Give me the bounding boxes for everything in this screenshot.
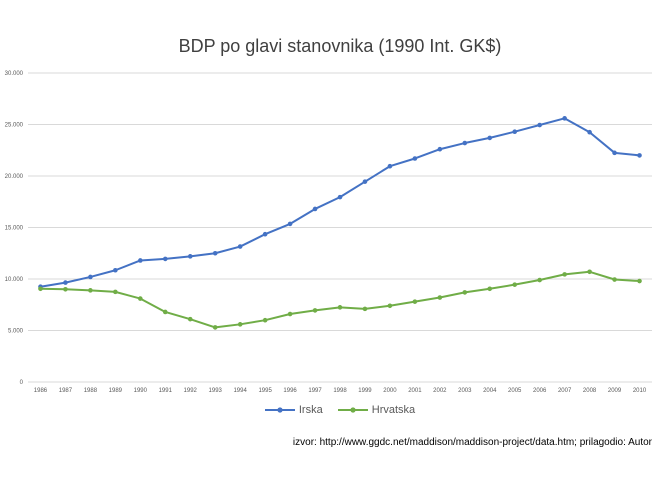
legend-item-hrvatska: Hrvatska — [337, 404, 416, 417]
y-axis-tick-labels: 0 5.000 10.000 15.000 20.000 25.000 30.000 — [5, 71, 24, 386]
data-point-irska — [412, 156, 418, 161]
data-point-irska — [437, 146, 443, 152]
x-tick-label: 1997 — [308, 388, 322, 394]
data-point-irska — [337, 194, 343, 200]
x-tick-label: 2006 — [533, 388, 547, 394]
data-point-hrvatska — [237, 322, 243, 327]
data-point-hrvatska — [412, 299, 418, 304]
x-axis-tick-labels: 1986 1987 1988 1989 1990 1991 1992 1993 1994 1995… — [34, 388, 647, 394]
x-tick-label: 1993 — [209, 388, 223, 394]
x-tick-label: 2004 — [483, 388, 497, 394]
data-point-hrvatska — [487, 286, 493, 292]
data-point-hrvatska — [63, 287, 68, 292]
x-tick-label: 2010 — [633, 388, 647, 394]
legend: Irska Hrvatska — [0, 404, 660, 416]
data-point-hrvatska — [362, 306, 368, 312]
data-point-irska — [587, 129, 592, 135]
x-tick-label: 2002 — [433, 388, 447, 394]
data-point-hrvatska — [337, 305, 343, 310]
data-point-hrvatska — [312, 308, 318, 313]
data-point-hrvatska — [562, 272, 567, 277]
y-tick-label: 25.000 — [5, 123, 24, 129]
x-tick-label: 1990 — [134, 388, 148, 394]
x-tick-label: 1989 — [109, 388, 123, 394]
series-lines — [38, 116, 642, 330]
x-tick-label: 1996 — [283, 388, 297, 394]
legend-swatch-irska — [264, 407, 295, 413]
data-point-irska — [212, 250, 218, 256]
legend-label-hrvatska: Hrvatska — [371, 404, 416, 417]
data-point-irska — [637, 153, 642, 158]
data-point-irska — [562, 116, 567, 121]
data-point-irska — [312, 206, 318, 212]
data-point-irska — [113, 267, 118, 273]
data-point-hrvatska — [212, 325, 218, 330]
data-point-irska — [537, 122, 542, 128]
data-point-hrvatska — [612, 277, 617, 282]
legend-label-irska: Irska — [298, 404, 323, 417]
y-tick-label: 10.000 — [5, 277, 24, 283]
data-point-irska — [512, 129, 518, 135]
data-point-hrvatska — [113, 289, 118, 295]
chart-title: BDP po glavi stanovnika (1990 Int. GK$) — [178, 36, 502, 56]
x-tick-label: 1987 — [59, 388, 73, 394]
x-tick-label: 1988 — [84, 388, 98, 394]
data-point-hrvatska — [287, 311, 293, 317]
data-point-hrvatska — [262, 317, 268, 323]
data-point-irska — [262, 231, 268, 237]
data-point-irska — [287, 221, 293, 227]
data-point-irska — [612, 150, 617, 156]
x-tick-label: 1994 — [233, 388, 247, 394]
chart-plot-area: 0 5.000 10.000 15.000 20.000 25.000 30.000 198… — [5, 71, 652, 394]
data-point-irska — [462, 140, 468, 146]
data-point-hrvatska — [88, 288, 93, 293]
data-point-irska — [362, 179, 368, 184]
y-tick-label: 0 — [20, 380, 24, 386]
x-tick-label: 1999 — [358, 388, 372, 394]
data-point-irska — [138, 258, 143, 263]
data-point-irska — [487, 135, 493, 141]
data-point-hrvatska — [637, 278, 642, 284]
x-tick-label: 2005 — [508, 388, 522, 394]
data-point-hrvatska — [462, 290, 468, 295]
x-tick-label: 1986 — [34, 388, 48, 394]
x-tick-label: 1992 — [184, 388, 198, 394]
source-note: izvor: http://www.ggdc.net/maddison/madd… — [292, 437, 652, 448]
legend-swatch-hrvatska — [337, 407, 368, 413]
x-tick-label: 1995 — [258, 388, 272, 394]
legend-item-irska: Irska — [264, 404, 323, 417]
data-point-irska — [387, 163, 393, 169]
data-point-irska — [162, 256, 168, 262]
data-point-irska — [88, 274, 93, 280]
data-point-hrvatska — [387, 303, 393, 309]
x-tick-label: 1991 — [159, 388, 173, 394]
data-point-hrvatska — [162, 309, 168, 315]
data-point-irska — [63, 280, 68, 285]
data-point-hrvatska — [437, 295, 443, 300]
data-point-hrvatska — [187, 316, 193, 322]
data-point-hrvatska — [38, 286, 43, 292]
data-point-irska — [187, 254, 193, 259]
y-tick-label: 5.000 — [8, 329, 24, 335]
y-tick-label: 20.000 — [5, 174, 24, 180]
series-line-hrvatska — [40, 270, 640, 329]
data-point-irska — [237, 244, 243, 249]
data-point-hrvatska — [512, 282, 518, 287]
data-point-hrvatska — [138, 296, 143, 301]
x-tick-label: 1998 — [333, 388, 347, 394]
data-point-hrvatska — [537, 277, 542, 283]
data-point-hrvatska — [587, 269, 592, 275]
y-tick-label: 15.000 — [5, 226, 24, 232]
x-tick-label: 2009 — [608, 388, 622, 394]
series-line-irska — [40, 117, 640, 288]
y-tick-label: 30.000 — [5, 71, 24, 77]
x-tick-label: 2008 — [583, 388, 597, 394]
x-tick-label: 2000 — [383, 388, 397, 394]
x-tick-label: 2001 — [408, 388, 422, 394]
x-tick-label: 2003 — [458, 388, 472, 394]
x-tick-label: 2007 — [558, 388, 572, 394]
